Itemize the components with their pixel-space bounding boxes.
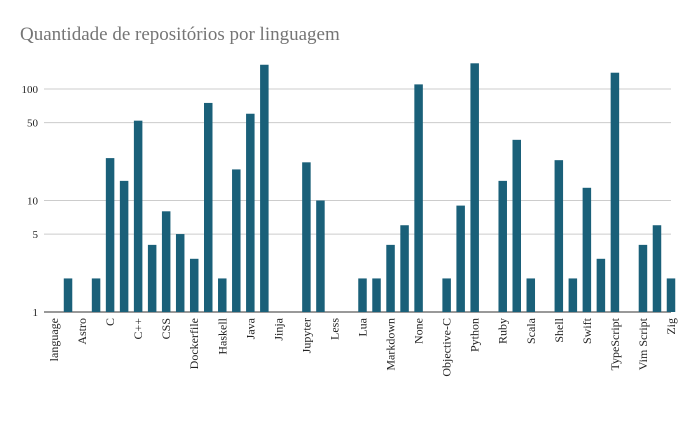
x-tick-label: Scala (524, 317, 538, 344)
x-tick-label: Vim Script (636, 317, 650, 370)
x-tick-label: Haskell (215, 317, 229, 354)
bar (596, 258, 606, 312)
bar (652, 225, 662, 312)
bar (91, 278, 101, 312)
bar (498, 180, 507, 312)
bar (400, 225, 409, 312)
x-tick-label: TypeScript (608, 317, 622, 370)
x-tick-label: Astro (75, 318, 89, 345)
bar (666, 278, 676, 312)
x-axis-ticks: language Astro C C++ CSS Dockerfile Haskell Jav… (47, 317, 678, 376)
bar (260, 64, 269, 312)
bar (470, 63, 479, 312)
bar (175, 234, 185, 312)
chart-title: Quantidade de repositórios por linguagem (20, 24, 340, 45)
x-tick-label: language (47, 318, 61, 361)
bar (582, 187, 592, 312)
bar (638, 244, 648, 312)
bar (372, 278, 381, 312)
x-tick-label: C++ (131, 318, 145, 340)
bar (147, 244, 157, 312)
bar (63, 278, 73, 312)
bar (189, 258, 199, 312)
bar (512, 139, 521, 312)
bar (105, 158, 115, 312)
bar (526, 278, 536, 312)
bar (232, 169, 241, 312)
x-tick-label: Jinja (271, 317, 285, 340)
x-tick-label: Zig (664, 318, 678, 335)
bar (218, 278, 227, 312)
bar (610, 72, 620, 312)
y-tick-label: 50 (27, 118, 39, 130)
x-tick-label: Dockerfile (187, 318, 201, 369)
bar (204, 102, 213, 313)
bar (554, 160, 564, 312)
bar (386, 244, 395, 312)
x-tick-label: Ruby (496, 318, 510, 344)
bar (414, 84, 423, 313)
bar (456, 205, 465, 312)
bar (568, 278, 578, 312)
bar (302, 162, 311, 312)
bar (246, 113, 255, 312)
bar (316, 200, 325, 312)
bar (442, 278, 451, 312)
gridlines (44, 88, 671, 313)
x-tick-label: Java (243, 317, 257, 339)
x-tick-label: Lua (356, 317, 370, 336)
y-tick-label: 100 (22, 84, 39, 96)
y-tick-label: 10 (27, 196, 39, 208)
y-tick-label: 5 (33, 229, 39, 241)
x-tick-label: Shell (552, 317, 566, 342)
bars (63, 63, 676, 313)
bar (161, 211, 171, 312)
x-tick-label: Python (468, 318, 482, 352)
x-tick-label: Less (327, 318, 341, 340)
x-tick-label: CSS (159, 318, 173, 339)
x-tick-label: C (103, 318, 117, 326)
x-tick-label: None (412, 318, 426, 344)
bar (133, 120, 143, 313)
x-tick-label: Objective-C (440, 318, 454, 377)
y-axis-ticks: 1 5 10 50 100 (22, 84, 39, 319)
y-tick-label: 1 (33, 307, 39, 319)
bar (358, 278, 367, 312)
bar (119, 180, 129, 312)
x-tick-label: Markdown (384, 318, 398, 371)
x-tick-label: Jupyter (299, 318, 313, 353)
x-tick-label: Swift (580, 317, 594, 344)
